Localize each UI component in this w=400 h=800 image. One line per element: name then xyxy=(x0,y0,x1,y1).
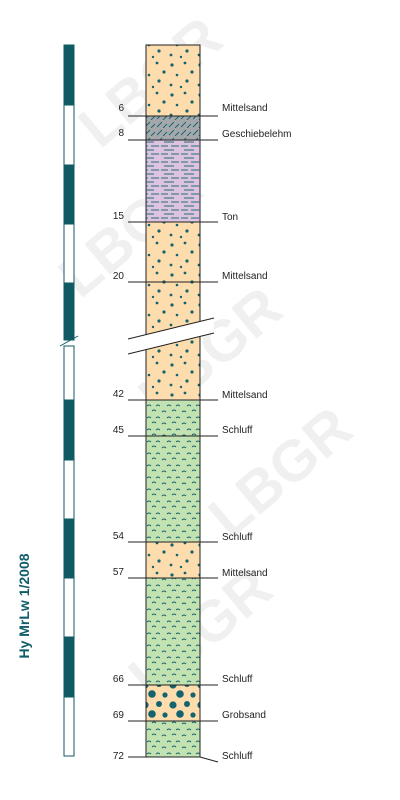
lithology-label: Schluff xyxy=(222,751,253,762)
layer-grobsand xyxy=(146,685,200,721)
depth-label: 57 xyxy=(112,567,124,578)
lithology-label: Schluff xyxy=(222,674,253,685)
lithology-label: Mittelsand xyxy=(222,568,268,579)
layer-schluff xyxy=(146,721,200,757)
depth-label: 45 xyxy=(112,425,124,436)
depth-label: 72 xyxy=(112,751,124,762)
depth-label: 8 xyxy=(118,128,124,139)
layer-geschiebelehm xyxy=(146,116,200,140)
lithology-label: Mittelsand xyxy=(222,271,268,282)
layer-schluff xyxy=(146,578,200,685)
lithology-label: Mittelsand xyxy=(222,390,268,401)
depth-label: 6 xyxy=(118,103,124,114)
lithology-label: Ton xyxy=(222,212,239,223)
layer-mittelsand xyxy=(146,542,200,578)
layer-ton xyxy=(146,140,200,222)
watermark-text: LBGR xyxy=(197,395,365,550)
depth-label: 66 xyxy=(112,674,124,685)
depth-scale-bar xyxy=(59,44,79,757)
depth-label: 15 xyxy=(112,211,124,222)
depth-label: 69 xyxy=(112,710,124,721)
lithology-label: Schluff xyxy=(222,425,253,436)
depth-label: 20 xyxy=(112,271,124,282)
borehole-title: Hy MrLw 1/2008 xyxy=(2,540,42,680)
watermark: LBGR LBGR LBGR LBGR LBGR xyxy=(47,5,365,710)
depth-label: 42 xyxy=(112,389,124,400)
column-break xyxy=(127,317,215,355)
lithology-label: Schluff xyxy=(222,532,253,543)
layer-schluff xyxy=(146,400,200,542)
lithology-column xyxy=(127,44,215,758)
layer-mittelsand xyxy=(146,222,200,400)
depth-label: 54 xyxy=(112,531,124,542)
lithology-label: Grobsand xyxy=(222,710,266,721)
borehole-title-text: Hy MrLw 1/2008 xyxy=(16,553,32,659)
layer-mittelsand xyxy=(146,45,200,116)
lithology-label: Geschiebelehm xyxy=(222,129,292,140)
boundary-lines xyxy=(128,115,219,763)
lithology-label: Mittelsand xyxy=(222,103,268,114)
